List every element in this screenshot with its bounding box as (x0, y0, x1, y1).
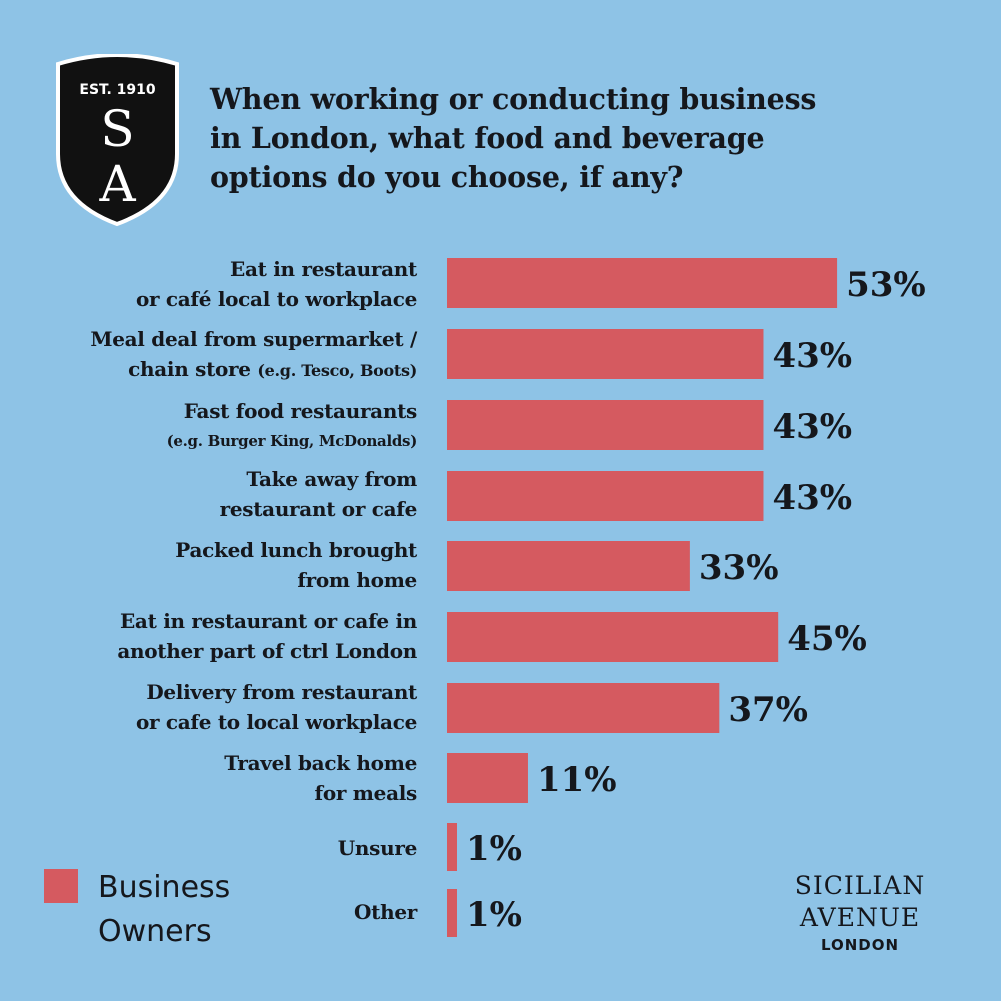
category-label-2-example: (e.g. Burger King, McDonalds) (166, 432, 418, 450)
chart-title-line-3: options do you choose, if any? (210, 160, 684, 194)
data-label-7: 11% (537, 760, 617, 800)
logo-letter-s: S (100, 100, 134, 158)
category-label-1-line-2: chain store (e.g. Tesco, Boots) (90, 354, 417, 386)
brand-line-3: LONDON (820, 936, 900, 954)
category-label-6-line-2: or cafe to local workplace (135, 710, 417, 734)
category-label-1-example: (e.g. Tesco, Boots) (257, 361, 417, 380)
category-label-2: Fast food restaurants (e.g. Burger King,… (166, 396, 418, 456)
category-label-3: Take away from restaurant or cafe (219, 464, 418, 524)
legend-label-line-2: Owners (98, 914, 212, 949)
chart-title-line-1: When working or conducting business (210, 82, 817, 116)
category-label-6: Delivery from restaurant or cafe to loca… (136, 677, 417, 737)
category-label-5-line-1: Eat in restaurant or cafe in (119, 609, 417, 633)
bar-5 (447, 612, 779, 662)
category-label-8-line-1: Unsure (337, 836, 418, 860)
data-label-6: 37% (728, 690, 808, 730)
category-label-9-line-1: Other (354, 900, 417, 924)
chart-title-line-2: in London, what food and beverage (210, 121, 765, 155)
bar-1 (447, 329, 764, 379)
category-label-0: Eat in restaurant or café local to workp… (136, 254, 417, 314)
category-label-1: Meal deal from supermarket / chain store… (90, 324, 417, 386)
category-label-5: Eat in restaurant or cafe in another par… (117, 606, 417, 666)
legend-label: Business Owners (98, 866, 318, 954)
brand-line-1: SICILIAN (794, 871, 926, 900)
data-label-4: 33% (699, 548, 779, 588)
chart-title: When working or conducting business in L… (210, 80, 930, 197)
category-label-4-line-2: from home (297, 568, 417, 592)
data-label-8: 1% (466, 829, 522, 869)
bar-2 (447, 400, 764, 450)
data-label-5: 45% (787, 619, 867, 659)
data-label-1: 43% (772, 336, 852, 376)
shield-logo: EST. 1910 S A (56, 54, 179, 227)
bar-6 (447, 683, 720, 733)
category-label-1-line-1: Meal deal from supermarket / (90, 327, 417, 351)
category-label-9: Other (354, 897, 417, 927)
category-label-3-line-1: Take away from (246, 467, 417, 491)
category-label-3-line-2: restaurant or cafe (219, 497, 418, 521)
bar-9 (447, 889, 457, 937)
bar-7 (447, 753, 528, 803)
legend-label-line-1: Business (98, 870, 231, 905)
data-label-0: 53% (846, 265, 926, 305)
bar-8 (447, 823, 457, 871)
brand-logo: SICILIAN AVENUE LONDON (780, 870, 940, 956)
legend-swatch (44, 869, 78, 903)
category-label-2-line-1: Fast food restaurants (183, 399, 418, 423)
category-label-7-line-2: for meals (314, 781, 418, 805)
category-label-0-line-1: Eat in restaurant (230, 257, 417, 281)
bar-4 (447, 541, 690, 591)
data-label-9: 1% (466, 895, 522, 935)
data-label-3: 43% (772, 478, 852, 518)
category-label-4-line-1: Packed lunch brought (175, 538, 417, 562)
category-label-7-line-1: Travel back home (224, 751, 417, 775)
brand-line-2: AVENUE (799, 903, 921, 932)
logo-est-text: EST. 1910 (79, 82, 155, 98)
category-label-0-line-2: or café local to workplace (135, 287, 417, 311)
category-label-8: Unsure (337, 833, 418, 863)
category-label-5-line-2: another part of ctrl London (117, 639, 417, 663)
category-label-4: Packed lunch brought from home (175, 535, 417, 595)
category-label-1-line-2-main: chain store (128, 357, 258, 381)
bar-0 (447, 258, 838, 308)
shield-icon (56, 54, 179, 227)
category-label-6-line-1: Delivery from restaurant (146, 680, 417, 704)
data-label-2: 43% (772, 407, 852, 447)
bar-3 (447, 471, 764, 521)
category-label-7: Travel back home for meals (224, 748, 417, 808)
logo-letter-a: A (98, 155, 136, 213)
